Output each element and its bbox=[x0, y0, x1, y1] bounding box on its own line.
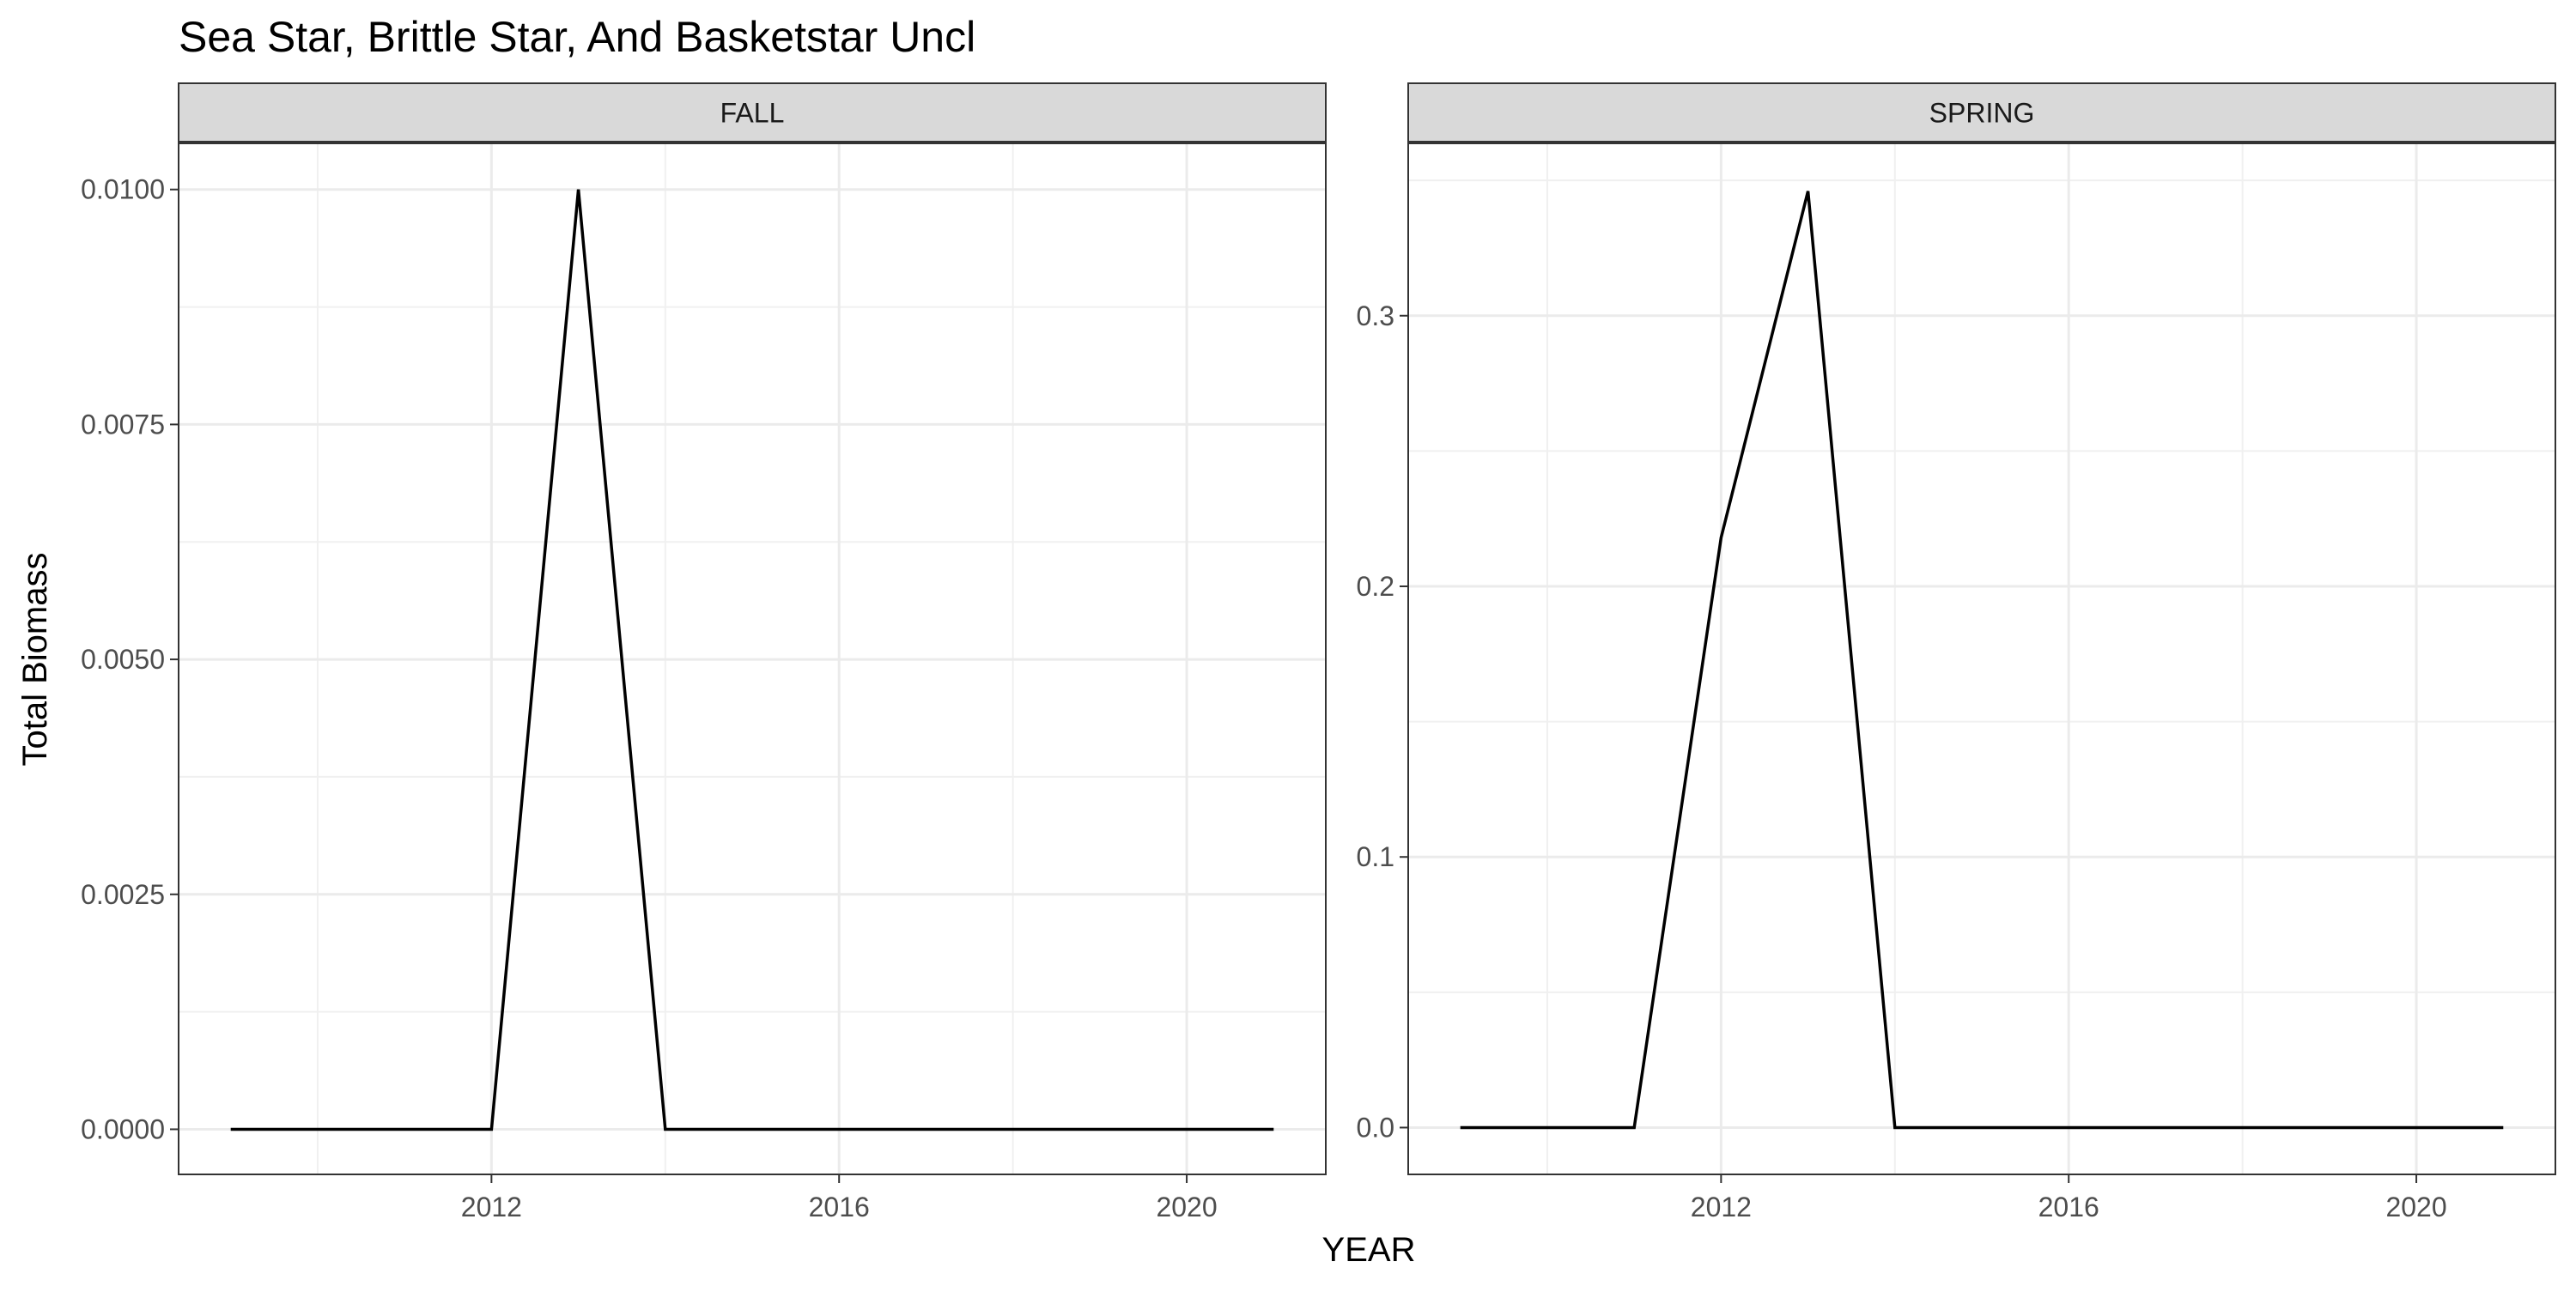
x-tick-label-spring: 2020 bbox=[2385, 1192, 2446, 1222]
data-point-spring bbox=[2415, 1126, 2418, 1129]
chart-title: Sea Star, Brittle Star, And Basketstar U… bbox=[179, 13, 975, 61]
x-tick-label-fall: 2020 bbox=[1156, 1192, 1217, 1222]
facet-label-fall: FALL bbox=[720, 98, 785, 129]
y-tick-label-spring: 0.2 bbox=[1357, 571, 1394, 602]
data-point-spring bbox=[2241, 1126, 2244, 1129]
data-point-spring bbox=[1546, 1126, 1548, 1129]
x-tick-label-fall: 2012 bbox=[461, 1192, 522, 1222]
data-point-fall bbox=[664, 1128, 666, 1131]
data-point-spring bbox=[1981, 1126, 1984, 1129]
y-tick-label-spring: 0.1 bbox=[1357, 841, 1394, 872]
y-axis-title: Total Biomass bbox=[16, 553, 54, 767]
data-point-spring bbox=[1633, 1126, 1636, 1129]
data-point-fall bbox=[1012, 1128, 1014, 1131]
data-point-fall bbox=[229, 1128, 232, 1131]
data-point-spring bbox=[1459, 1126, 1461, 1129]
y-tick-label-fall: 0.0050 bbox=[81, 644, 165, 675]
data-point-fall bbox=[490, 1128, 493, 1131]
y-tick-label-fall: 0.0100 bbox=[81, 174, 165, 205]
x-tick-label-spring: 2016 bbox=[2038, 1192, 2099, 1222]
data-point-fall bbox=[316, 1128, 319, 1131]
x-axis-title: YEAR bbox=[1322, 1231, 1416, 1269]
data-point-fall bbox=[1098, 1128, 1101, 1131]
data-point-fall bbox=[404, 1128, 406, 1131]
x-tick-label-fall: 2016 bbox=[809, 1192, 870, 1222]
y-tick-label-spring: 0.0 bbox=[1357, 1112, 1394, 1143]
y-tick-label-fall: 0.0075 bbox=[81, 409, 165, 440]
facet-label-spring: SPRING bbox=[1929, 98, 2035, 129]
data-point-spring bbox=[1893, 1126, 1896, 1129]
series-line-spring bbox=[1460, 191, 2504, 1130]
data-point-spring bbox=[1807, 190, 1809, 192]
data-point-fall bbox=[1186, 1128, 1188, 1131]
data-point-fall bbox=[925, 1128, 927, 1131]
x-tick-label-spring: 2012 bbox=[1691, 1192, 1752, 1222]
data-point-spring bbox=[2502, 1126, 2505, 1129]
data-point-spring bbox=[2328, 1126, 2330, 1129]
data-point-fall bbox=[577, 188, 580, 191]
series-line-fall bbox=[230, 189, 1274, 1131]
data-point-spring bbox=[2068, 1126, 2070, 1129]
data-point-fall bbox=[838, 1128, 841, 1131]
data-point-spring bbox=[2154, 1126, 2157, 1129]
data-point-spring bbox=[1720, 537, 1722, 539]
y-tick-label-fall: 0.0025 bbox=[81, 879, 165, 910]
data-point-fall bbox=[751, 1128, 754, 1131]
facet-strip-spring bbox=[1407, 82, 2556, 143]
data-point-fall bbox=[1273, 1128, 1275, 1131]
y-tick-label-spring: 0.3 bbox=[1357, 300, 1394, 331]
y-tick-label-fall: 0.0000 bbox=[81, 1113, 165, 1144]
